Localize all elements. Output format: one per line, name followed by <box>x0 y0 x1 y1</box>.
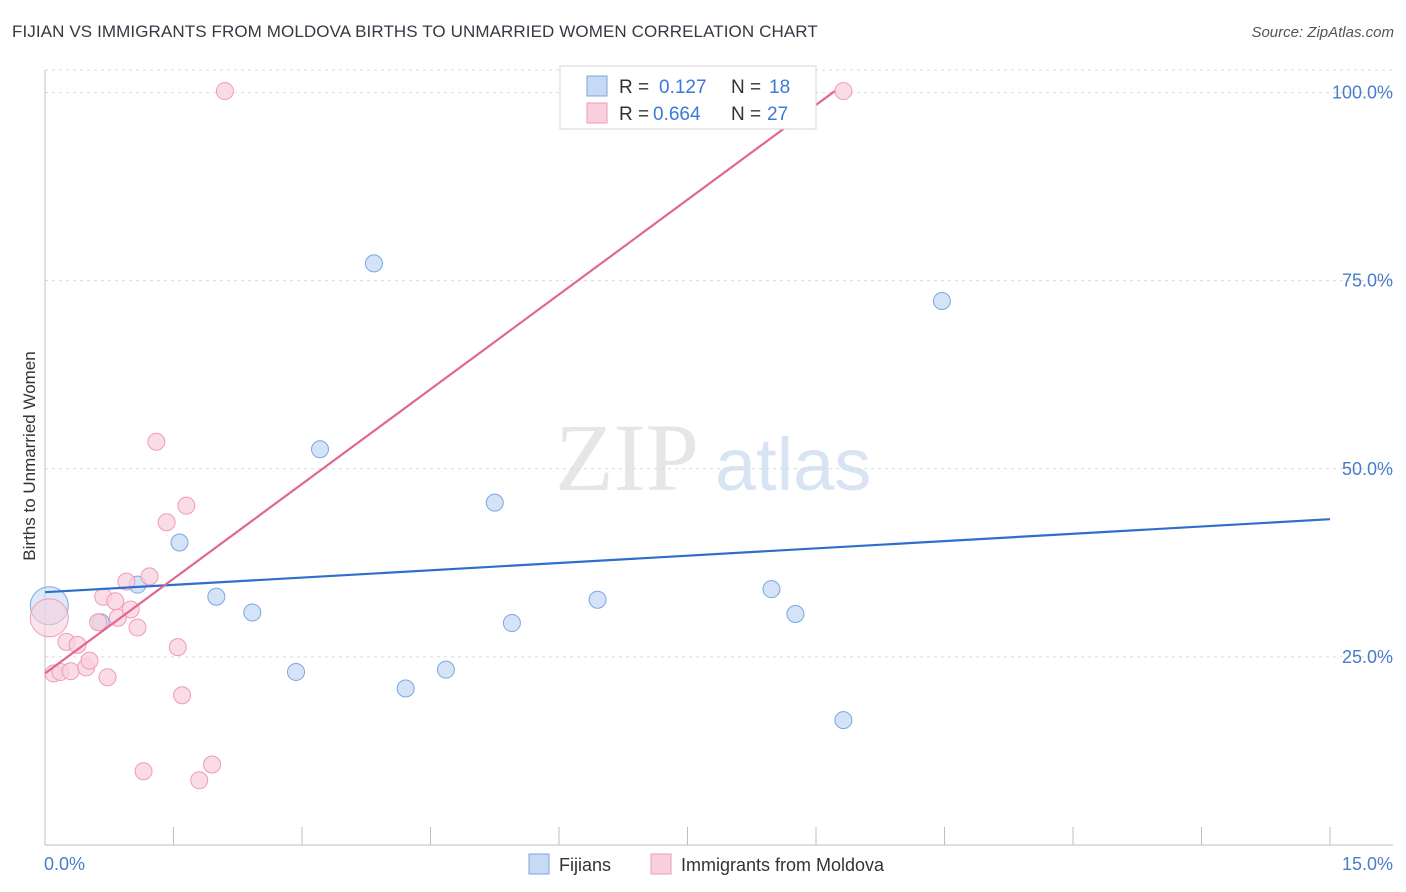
legend-n-label-2: N = <box>731 104 761 125</box>
moldova-point <box>29 598 69 638</box>
moldova-point <box>106 592 125 611</box>
legend-r-label-1: R = <box>619 77 649 98</box>
x-tick-labels: 0.0% 15.0% <box>44 854 1393 874</box>
stats-legend: R = 0.127 N = 18 R = 0.664 N = 27 <box>559 65 817 130</box>
series-legend-swatch-moldova <box>650 853 672 875</box>
fijians-point <box>932 291 951 310</box>
moldova-point <box>190 771 209 790</box>
fijians-point <box>364 254 383 273</box>
fijians-point <box>834 711 853 730</box>
moldova-point <box>203 755 222 774</box>
moldova-point <box>215 82 234 101</box>
series-legend-label-moldova: Immigrants from Moldova <box>681 855 885 875</box>
moldova-point <box>134 762 153 781</box>
y-tick-label: 25.0% <box>1342 647 1393 667</box>
moldova-point <box>68 635 87 654</box>
fijians-point <box>396 679 415 698</box>
fijians-point <box>287 662 306 681</box>
fijians-point <box>762 580 781 599</box>
x-tick-label: 15.0% <box>1342 854 1393 874</box>
moldova-point <box>117 572 136 591</box>
watermark-zip: ZIP <box>555 404 699 511</box>
fijians-point <box>588 590 607 609</box>
legend-swatch-moldova <box>586 102 608 124</box>
legend-n-value-2: 27 <box>767 104 788 125</box>
legend-r-value-1: 0.127 <box>659 77 707 98</box>
y-tick-label: 50.0% <box>1342 459 1393 479</box>
fijians-point <box>502 614 521 633</box>
moldova-point <box>177 496 196 515</box>
fijians-point <box>170 533 189 552</box>
gridlines <box>45 69 1393 658</box>
y-tick-labels: 25.0% 50.0% 75.0% 100.0% <box>1332 83 1393 667</box>
fijians-point <box>243 603 262 622</box>
y-axis-label: Births to Unmarried Women <box>20 351 39 560</box>
moldova-trend-line <box>44 90 836 675</box>
moldova-point <box>173 686 192 705</box>
legend-r-value-2: 0.664 <box>653 104 701 125</box>
moldova-point <box>61 662 80 681</box>
legend-r-label-2: R = <box>619 104 649 125</box>
moldova-point <box>128 618 147 637</box>
moldova-point <box>834 82 853 101</box>
moldova-point <box>80 651 99 670</box>
legend-swatch-fijians <box>586 75 608 97</box>
fijians-point <box>485 493 504 512</box>
x-tick-label: 0.0% <box>44 854 85 874</box>
fijians-point <box>786 605 805 624</box>
legend-n-label-1: N = <box>731 77 761 98</box>
chart-source: Source: ZipAtlas.com <box>1251 24 1394 41</box>
trend-lines <box>44 90 1331 675</box>
moldova-point <box>98 668 117 687</box>
moldova-point <box>140 567 159 586</box>
fijians-point <box>207 587 226 606</box>
chart-title: FIJIAN VS IMMIGRANTS FROM MOLDOVA BIRTHS… <box>12 22 818 41</box>
watermark: ZIP atlas <box>555 404 871 511</box>
fijians-point <box>310 440 329 459</box>
series-legend-label-fijians: Fijians <box>559 855 611 875</box>
moldova-point <box>89 613 108 632</box>
watermark-atlas: atlas <box>715 423 871 506</box>
moldova-point <box>147 432 166 451</box>
series-legend-swatch-fijians <box>528 853 550 875</box>
fijians-point <box>436 660 455 679</box>
series-legend: Fijians Immigrants from Moldova <box>528 853 885 875</box>
y-tick-label: 75.0% <box>1342 271 1393 291</box>
legend-n-value-1: 18 <box>769 77 790 98</box>
y-tick-label: 100.0% <box>1332 83 1393 103</box>
fijians-trend-line <box>44 518 1331 594</box>
moldova-point <box>157 513 176 532</box>
axes <box>44 70 1393 846</box>
moldova-point <box>168 638 187 657</box>
